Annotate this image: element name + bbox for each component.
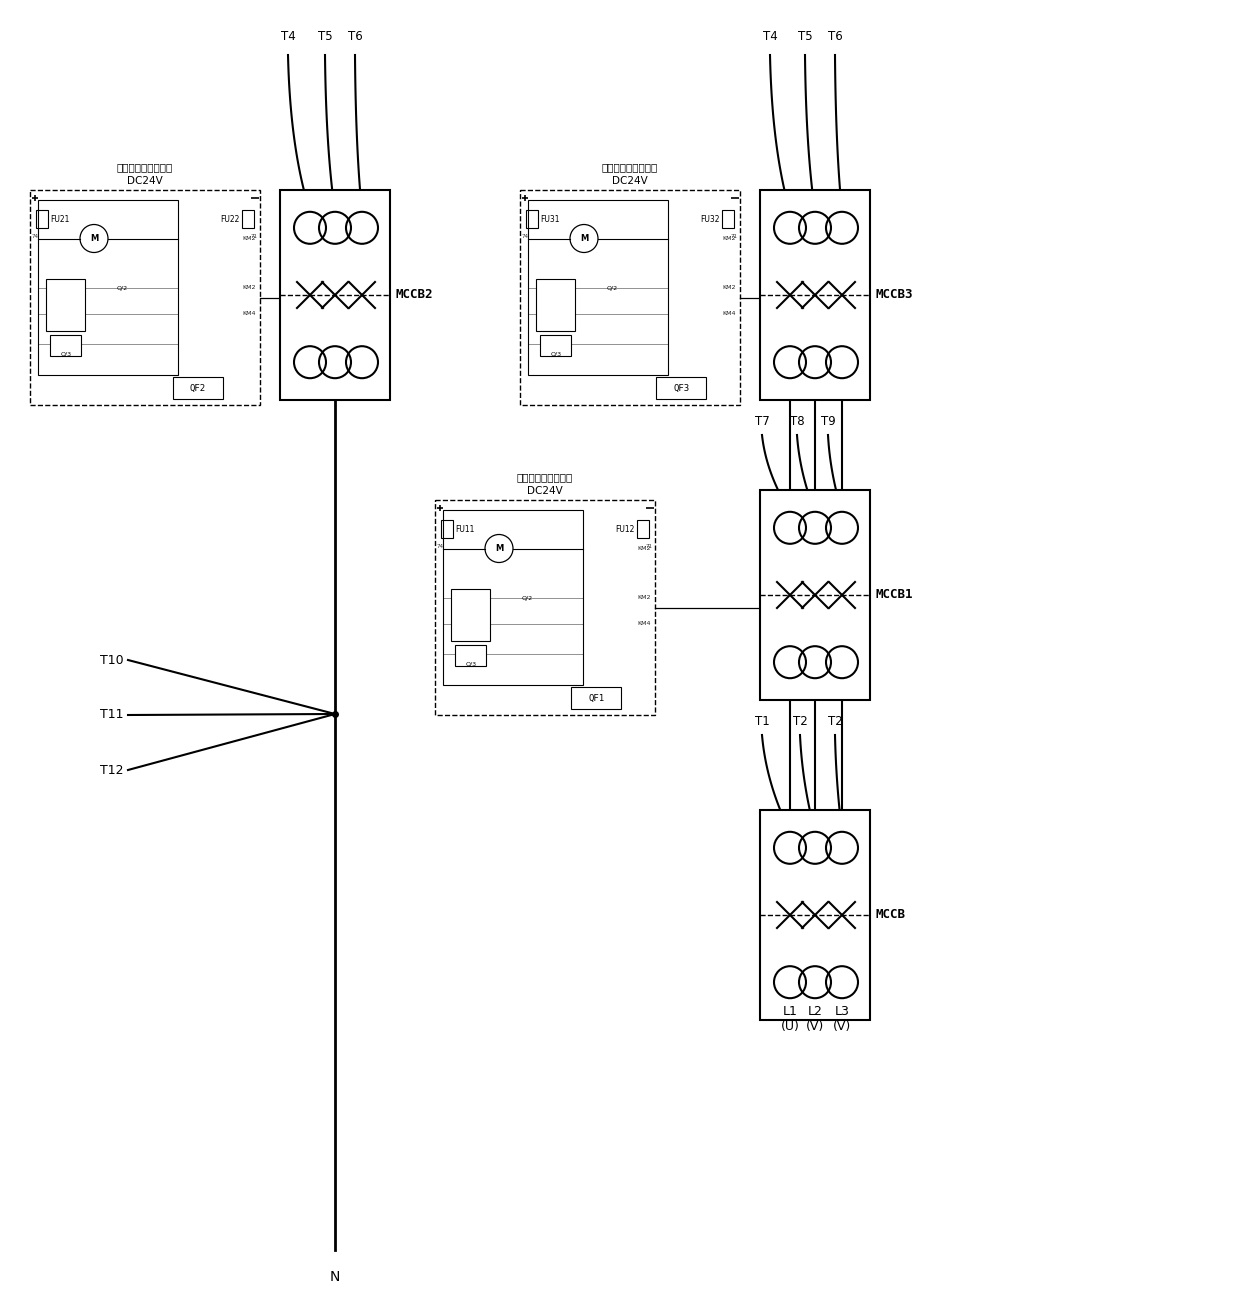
Bar: [572, 686, 621, 709]
Text: T5: T5: [797, 30, 812, 43]
Text: Q/2: Q/2: [606, 284, 618, 290]
Text: T12: T12: [100, 763, 124, 776]
Bar: [38, 200, 179, 375]
Text: Q/2: Q/2: [522, 595, 532, 600]
Text: T4: T4: [280, 30, 295, 43]
Text: FU21: FU21: [50, 214, 69, 223]
Text: (V): (V): [806, 1021, 825, 1034]
Text: MCCB: MCCB: [875, 908, 906, 921]
Bar: [760, 489, 870, 699]
Text: KM2: KM2: [723, 284, 737, 290]
Text: T1: T1: [755, 715, 769, 728]
Text: Q/2: Q/2: [117, 284, 128, 290]
Bar: [451, 589, 490, 641]
Text: Q/3: Q/3: [551, 351, 562, 356]
Bar: [656, 377, 707, 399]
Bar: [30, 191, 260, 405]
Text: KM2: KM2: [243, 284, 255, 290]
Text: MCCB3: MCCB3: [875, 288, 914, 301]
Text: MCCB1: MCCB1: [875, 589, 914, 602]
Text: FU12: FU12: [615, 525, 635, 534]
Text: L3: L3: [835, 1005, 849, 1018]
Text: M: M: [89, 234, 98, 243]
Bar: [46, 279, 86, 331]
Text: DC24V: DC24V: [613, 176, 647, 187]
Bar: [36, 210, 48, 228]
Bar: [760, 191, 870, 401]
Bar: [280, 191, 391, 401]
Text: 71: 71: [646, 543, 653, 548]
Text: T11: T11: [100, 709, 124, 722]
Bar: [760, 810, 870, 1021]
Text: T6: T6: [347, 30, 362, 43]
Text: (U): (U): [780, 1021, 800, 1034]
Bar: [172, 377, 223, 399]
Bar: [455, 645, 486, 667]
Text: M: M: [580, 234, 588, 243]
Text: 71: 71: [732, 234, 738, 239]
Bar: [242, 210, 254, 228]
Text: 引入蓄电池直流电源: 引入蓄电池直流电源: [517, 472, 573, 482]
Text: T10: T10: [100, 654, 124, 667]
Text: DC24V: DC24V: [128, 176, 162, 187]
Text: FU31: FU31: [539, 214, 559, 223]
Text: KM2: KM2: [637, 595, 651, 600]
Text: T6: T6: [827, 30, 842, 43]
Text: QF2: QF2: [190, 384, 206, 393]
Text: DC24V: DC24V: [527, 485, 563, 496]
Text: FU11: FU11: [455, 525, 475, 534]
Text: FU32: FU32: [701, 214, 720, 223]
Text: T9: T9: [821, 415, 836, 428]
Text: 引入蓄电池直流电源: 引入蓄电池直流电源: [601, 162, 658, 172]
Bar: [50, 335, 82, 356]
Bar: [441, 519, 453, 538]
Text: QF1: QF1: [588, 693, 604, 702]
Text: MCCB2: MCCB2: [396, 288, 434, 301]
Text: FU22: FU22: [221, 214, 241, 223]
Text: 74: 74: [32, 234, 38, 239]
Bar: [722, 210, 734, 228]
Text: 引入蓄电池直流电源: 引入蓄电池直流电源: [117, 162, 174, 172]
Text: KM2: KM2: [243, 236, 255, 241]
Text: M: M: [495, 544, 503, 553]
Text: (V): (V): [833, 1021, 851, 1034]
Bar: [526, 210, 538, 228]
Text: Q/3: Q/3: [465, 662, 476, 667]
Text: T5: T5: [317, 30, 332, 43]
Bar: [520, 191, 740, 405]
Text: 74: 74: [436, 543, 444, 548]
Text: Q/3: Q/3: [61, 351, 72, 356]
Text: QF3: QF3: [673, 384, 689, 393]
Bar: [536, 279, 575, 331]
Text: N: N: [330, 1270, 340, 1284]
Text: KM4: KM4: [637, 621, 651, 626]
Bar: [435, 500, 655, 715]
Text: 74: 74: [522, 234, 529, 239]
Text: T7: T7: [755, 415, 769, 428]
Text: L1: L1: [782, 1005, 797, 1018]
Text: 71: 71: [250, 234, 258, 239]
Text: T2: T2: [792, 715, 807, 728]
Text: T4: T4: [763, 30, 777, 43]
Text: T2: T2: [827, 715, 842, 728]
Text: KM2: KM2: [723, 236, 737, 241]
Text: KM4: KM4: [723, 312, 737, 316]
Text: T8: T8: [790, 415, 805, 428]
Bar: [539, 335, 572, 356]
Text: L2: L2: [807, 1005, 822, 1018]
Text: KM2: KM2: [637, 545, 651, 551]
Bar: [443, 510, 583, 685]
Text: KM4: KM4: [243, 312, 255, 316]
Bar: [528, 200, 668, 375]
Bar: [637, 519, 649, 538]
